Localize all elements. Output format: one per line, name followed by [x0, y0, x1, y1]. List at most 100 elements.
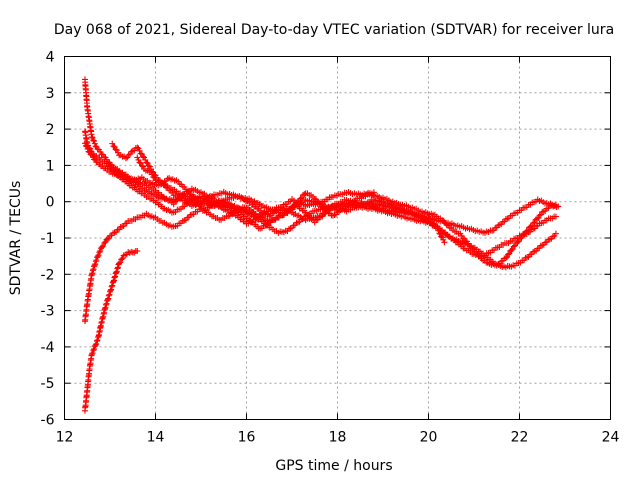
data-point — [89, 270, 96, 277]
data-point — [134, 144, 141, 151]
x-tick-label: 24 — [602, 430, 620, 446]
data-point — [113, 268, 120, 275]
data-point — [143, 159, 150, 166]
data-point — [112, 273, 119, 280]
data-point — [128, 148, 135, 155]
data-point — [109, 282, 116, 289]
data-point — [537, 211, 544, 218]
data-point — [125, 151, 132, 158]
data-point — [110, 278, 117, 285]
data-point — [88, 351, 95, 358]
data-point — [90, 137, 97, 144]
data-point — [105, 295, 112, 302]
data-layer — [81, 76, 562, 414]
data-point — [105, 292, 112, 299]
y-tick-label: 4 — [46, 50, 55, 66]
data-point — [107, 287, 114, 294]
data-point — [138, 162, 145, 169]
y-tick-label: 1 — [46, 158, 55, 174]
data-point — [252, 211, 259, 218]
data-point — [117, 259, 124, 266]
data-point — [301, 191, 308, 198]
series-track-8 — [81, 204, 259, 325]
data-point — [441, 239, 448, 246]
data-point — [92, 261, 99, 268]
data-point — [508, 247, 515, 254]
data-point — [113, 269, 120, 276]
data-point — [506, 250, 513, 257]
data-point — [114, 265, 121, 272]
data-point — [97, 248, 104, 255]
data-point — [505, 251, 512, 258]
data-point — [438, 233, 445, 240]
data-point — [510, 243, 517, 250]
y-axis-label: SDTVAR / TECUs — [8, 181, 24, 296]
data-point — [122, 155, 129, 162]
y-tick-label: -6 — [41, 413, 55, 429]
data-point — [101, 240, 108, 247]
data-point — [116, 260, 123, 267]
data-point — [134, 248, 141, 255]
data-point — [112, 146, 119, 153]
series-track-5 — [109, 140, 377, 220]
data-point — [552, 213, 559, 220]
y-tick-label: 2 — [46, 122, 55, 138]
data-point — [89, 267, 96, 274]
y-tick-label: -5 — [41, 376, 55, 392]
data-point — [436, 230, 443, 237]
data-point — [90, 347, 97, 354]
data-point — [139, 153, 146, 160]
data-point — [102, 304, 109, 311]
data-point — [93, 340, 100, 347]
data-point — [94, 253, 101, 260]
x-tick-label: 20 — [420, 430, 438, 446]
data-point — [93, 338, 100, 345]
x-tick-label: 12 — [56, 430, 74, 446]
data-point — [108, 286, 115, 293]
data-point — [515, 238, 522, 245]
data-point — [111, 274, 118, 281]
data-point — [90, 266, 97, 273]
data-point — [119, 255, 126, 262]
data-point — [370, 189, 377, 196]
data-point — [145, 162, 152, 169]
y-tick-label: -4 — [41, 340, 55, 356]
data-point — [93, 257, 100, 264]
data-point — [511, 242, 518, 249]
y-tick-label: -1 — [41, 231, 55, 247]
data-point — [104, 235, 111, 242]
x-axis-label: GPS time / hours — [275, 458, 392, 474]
y-tick-label: -2 — [41, 267, 55, 283]
data-point — [110, 143, 117, 150]
data-point — [100, 242, 107, 249]
data-point — [150, 173, 157, 180]
data-point — [509, 246, 516, 253]
data-point — [95, 252, 102, 259]
data-point — [103, 301, 110, 308]
data-point — [94, 336, 101, 343]
data-point — [535, 214, 542, 221]
data-point — [106, 291, 113, 298]
data-point — [92, 258, 99, 265]
data-point — [88, 271, 95, 278]
series-track-6 — [134, 154, 448, 246]
data-point — [92, 342, 99, 349]
data-point — [137, 150, 144, 157]
data-point — [82, 142, 89, 149]
chart-title: Day 068 of 2021, Sidereal Day-to-day VTE… — [54, 22, 614, 38]
x-tick-label: 22 — [511, 430, 529, 446]
data-point — [536, 212, 543, 219]
data-point — [89, 350, 96, 357]
data-point — [91, 262, 98, 269]
data-point — [88, 134, 95, 141]
data-point — [552, 201, 559, 208]
x-tick-label: 16 — [238, 430, 256, 446]
data-point — [118, 256, 125, 263]
grid — [64, 56, 611, 420]
data-point — [91, 346, 98, 353]
data-point — [531, 219, 538, 226]
data-point — [103, 300, 110, 307]
data-point — [92, 143, 99, 150]
